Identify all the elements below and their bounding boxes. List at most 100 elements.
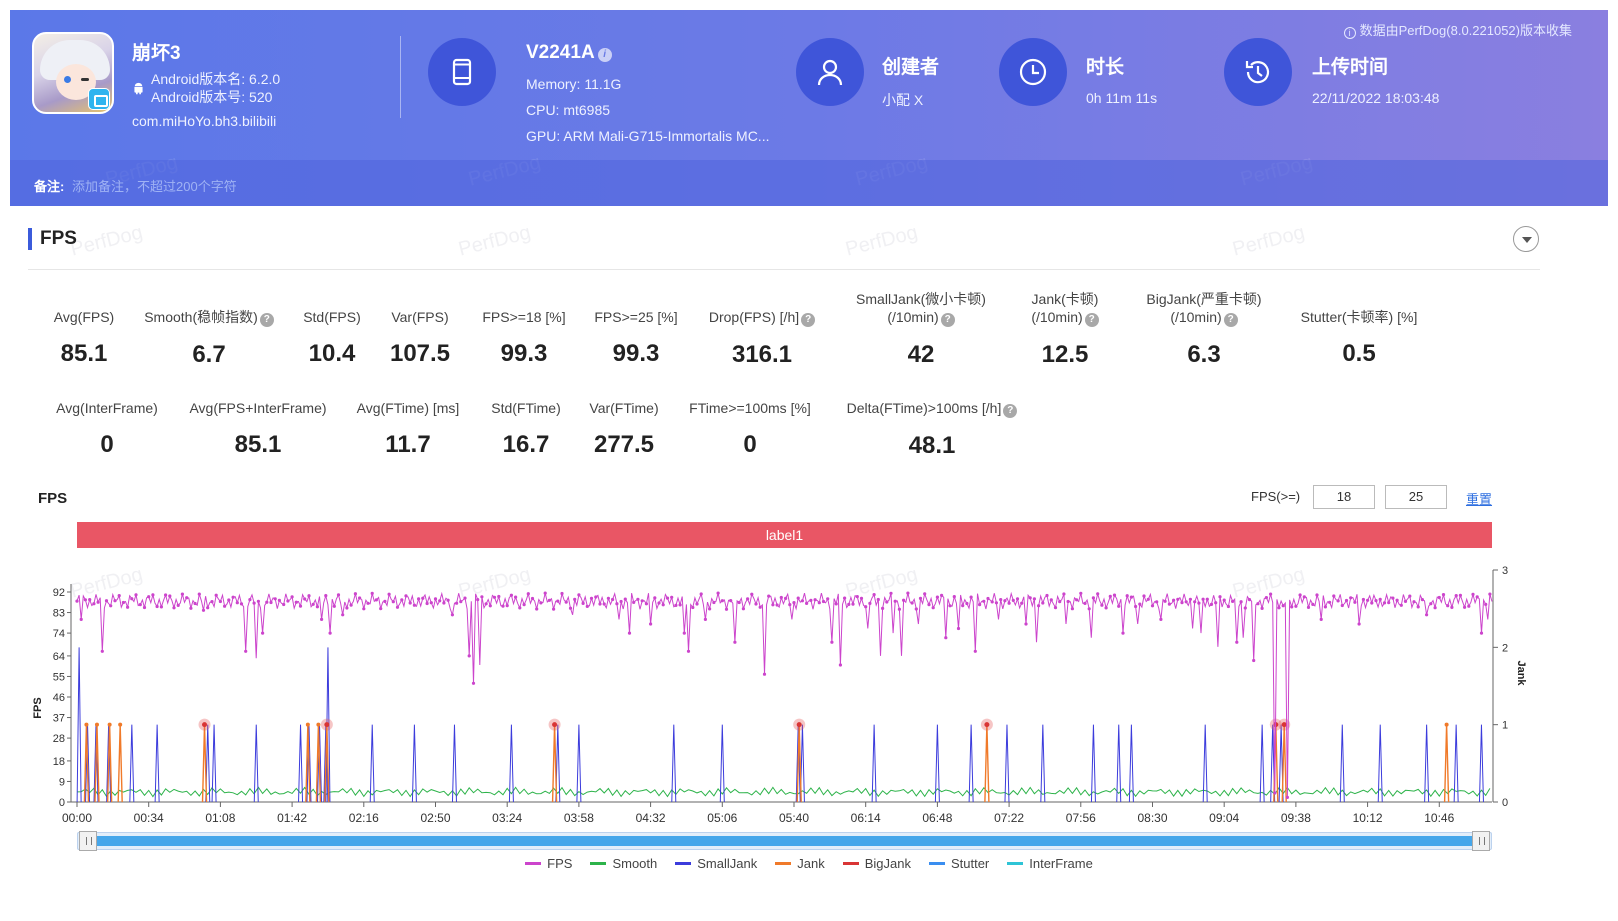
legend-item[interactable]: BigJank <box>842 856 911 871</box>
x-tick-label: 09:04 <box>1209 811 1239 825</box>
stat-value: 12.5 <box>1041 341 1089 368</box>
label-bar[interactable]: label1 <box>77 522 1492 548</box>
fps-point <box>286 599 290 603</box>
fps-point <box>767 594 771 598</box>
series-jank <box>1443 724 1450 803</box>
legend-item[interactable]: Smooth <box>590 856 657 871</box>
stat-value: 48.1 <box>908 432 956 459</box>
x-tick-label: 08:30 <box>1137 811 1167 825</box>
range-end-handle[interactable] <box>1472 831 1490 851</box>
legend-item[interactable]: Jank <box>775 856 825 871</box>
fps-point <box>636 597 640 601</box>
legend-item[interactable]: InterFrame <box>1007 856 1093 871</box>
stat-value: 0.5 <box>1342 340 1376 367</box>
y-tick-label: 46 <box>53 692 65 704</box>
range-start-handle[interactable] <box>79 831 97 851</box>
fps-point <box>189 606 193 610</box>
bigjank-point <box>796 722 802 728</box>
series-smalljank <box>298 724 304 803</box>
legend-swatch <box>1007 862 1024 865</box>
fps-point <box>847 602 851 607</box>
fps-point <box>1007 601 1011 605</box>
stat-item: FTime>=100ms [%] 0 <box>650 399 850 459</box>
device-info-icon[interactable]: i <box>597 48 612 62</box>
fps-point <box>712 600 716 605</box>
fps-point <box>471 681 476 685</box>
fps-point <box>1235 640 1239 644</box>
fps-point <box>1058 600 1062 604</box>
fps-point <box>252 601 256 605</box>
legend-item[interactable]: Stutter <box>928 856 989 871</box>
fps-chart[interactable]: 0 9 18 28 37 46 55 64 74 83 92 0 1 2 3 FPS Jank 00:00 00:3… <box>0 556 1618 856</box>
fps-point <box>298 604 303 608</box>
fps-point <box>1003 599 1007 603</box>
fps-point <box>1302 595 1306 599</box>
fps-point <box>1471 592 1475 597</box>
legend-item[interactable]: SmallJank <box>675 856 757 871</box>
fps-point <box>522 603 526 607</box>
stat-label: Std(FTime) <box>491 400 561 416</box>
fps-point <box>1467 604 1471 608</box>
fps-point <box>598 602 602 606</box>
fps-point <box>231 595 235 599</box>
fps-point <box>547 598 552 602</box>
reset-button[interactable]: 重置 <box>1466 492 1493 507</box>
series-smalljank <box>871 724 877 803</box>
help-icon[interactable]: ? <box>259 313 274 327</box>
fps-point <box>762 672 767 676</box>
fps-point <box>1209 602 1214 607</box>
fps-point <box>1425 613 1429 617</box>
fps-point <box>1340 603 1344 608</box>
fps-point <box>261 631 265 635</box>
help-icon[interactable]: ? <box>1003 404 1018 418</box>
fps-point <box>771 603 775 607</box>
fps-point <box>1454 594 1458 598</box>
fps-point <box>248 598 252 602</box>
fps-point <box>1087 607 1091 611</box>
fps-point <box>109 604 113 608</box>
fps-point <box>893 599 897 603</box>
device-gpu: GPU: ARM Mali-G715-Immortalis MC... <box>526 128 770 144</box>
fps-point <box>1366 598 1370 602</box>
stat-item: Std(FTime) 16.7 <box>426 399 626 459</box>
fps-point <box>1100 603 1104 607</box>
fps-point <box>1391 596 1395 600</box>
watermark: PerfDog <box>1230 221 1307 261</box>
help-icon[interactable]: ? <box>940 313 955 327</box>
y2-tick-label: 0 <box>1502 797 1508 809</box>
fps-point <box>682 631 686 635</box>
fps-point <box>176 603 180 608</box>
stat-value: 99.3 <box>612 340 660 367</box>
help-icon[interactable]: ? <box>1223 313 1238 327</box>
fps-point <box>902 598 906 602</box>
series-smalljank <box>1259 724 1265 803</box>
fps-point <box>100 649 104 653</box>
legend-item[interactable]: FPS <box>525 856 572 871</box>
help-icon[interactable]: ? <box>801 313 816 327</box>
fps-threshold-high-input[interactable]: 25 <box>1385 485 1447 509</box>
fps-point <box>1075 598 1079 602</box>
note-input[interactable]: 添加备注，不超过200个字符 <box>72 179 237 194</box>
fps-point <box>573 597 577 602</box>
fps-point <box>239 602 244 606</box>
fps-threshold-low-input[interactable]: 18 <box>1313 485 1375 509</box>
fps-point <box>421 596 425 600</box>
fps-point <box>585 604 589 609</box>
help-icon[interactable]: ? <box>1084 313 1099 327</box>
app-package: com.miHoYo.bh3.bilibili <box>132 113 277 129</box>
fps-point <box>265 600 269 604</box>
fps-point <box>446 598 450 602</box>
legend-swatch <box>928 862 945 865</box>
fps-point <box>1323 605 1327 609</box>
series-smalljank <box>1424 724 1430 803</box>
x-tick-label: 05:40 <box>779 811 809 825</box>
device-cpu: CPU: mt6985 <box>526 102 611 118</box>
fps-point <box>720 599 724 603</box>
fps-point <box>438 599 442 603</box>
collapse-toggle-icon[interactable] <box>1513 226 1539 252</box>
fps-point <box>459 600 463 604</box>
time-range-selection[interactable] <box>96 836 1473 846</box>
fps-point <box>1028 596 1032 600</box>
y-tick-label: 64 <box>53 651 65 663</box>
upload-time-title: 上传时间 <box>1312 57 1389 78</box>
